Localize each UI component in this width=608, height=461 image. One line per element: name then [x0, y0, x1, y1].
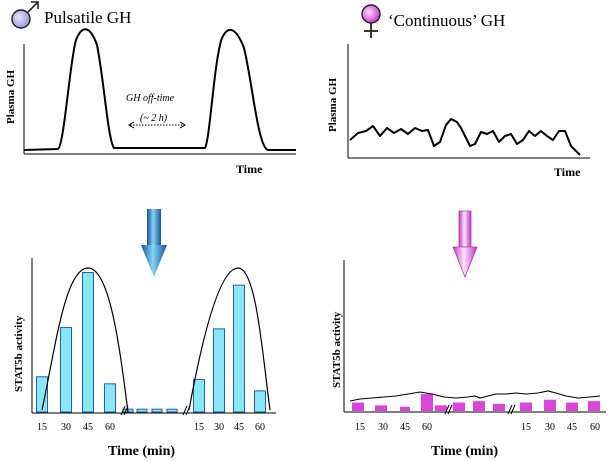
male-stat5b-envelope [41, 267, 129, 413]
gh-offtime-value: (~ 2 h) [140, 113, 168, 124]
male-bar [104, 383, 116, 413]
female-tick-60b: 60 [590, 422, 600, 433]
female-bar [493, 403, 505, 411]
female-bar [421, 394, 433, 411]
female-stat5b-plot: 15 30 45 60 15 30 45 60 STAT5b activity … [331, 260, 606, 459]
female-symbol-icon [361, 4, 381, 38]
male-bar [166, 408, 178, 413]
male-axis-break-left [120, 405, 129, 416]
male-plasma-x-label: Time [236, 162, 263, 176]
male-tick-60b: 60 [255, 422, 265, 433]
male-tick-30b: 30 [214, 422, 224, 433]
male-bar [60, 326, 72, 413]
female-bar [473, 401, 485, 411]
female-plasma-plot: Plasma GH Time [327, 44, 590, 179]
male-tick-45a: 45 [83, 422, 93, 433]
male-axis-break-right [182, 405, 191, 416]
male-tick-15b: 15 [194, 422, 204, 433]
male-tick-15a: 15 [37, 422, 47, 433]
male-tick-45b: 45 [234, 422, 244, 433]
male-tick-60a: 60 [105, 422, 115, 433]
female-plasma-y-label: Plasma GH [327, 77, 339, 132]
female-axis-break [444, 404, 453, 415]
female-tick-30a: 30 [378, 422, 388, 433]
male-bar [233, 284, 245, 413]
female-stat5b-y-label: STAT5b activity [331, 311, 343, 388]
female-plasma-curve [349, 118, 581, 156]
female-down-arrow [452, 210, 478, 279]
gh-offtime-label: GH off-time [126, 93, 175, 104]
male-panel-title: Pulsatile GH [44, 8, 131, 27]
male-down-arrow [141, 209, 167, 277]
female-bar [352, 402, 364, 411]
male-bar [213, 328, 225, 413]
male-plasma-y-label: Plasma GH [5, 69, 17, 124]
female-tick-15b: 15 [521, 422, 531, 433]
male-stat5b-x-label: Time (min) [108, 444, 175, 459]
female-panel-title: ‘Continuous’ GH [388, 11, 505, 30]
female-bar [453, 402, 465, 411]
female-bar [588, 401, 600, 411]
female-bar [520, 402, 532, 411]
female-tick-60a: 60 [422, 422, 432, 433]
male-plasma-curve [23, 28, 296, 151]
male-stat5b-plot: 15 30 45 60 15 30 45 60 STAT5b activity … [13, 258, 276, 459]
female-stat5b-envelope [349, 390, 601, 402]
male-bar [151, 408, 163, 413]
female-tick-15a: 15 [355, 422, 365, 433]
male-plasma-plot: GH off-time (~ 2 h) Plasma GH Time [5, 28, 296, 176]
female-axis-break-2 [507, 404, 516, 415]
female-bar [566, 402, 578, 411]
female-tick-30b: 30 [545, 422, 555, 433]
male-bar [254, 390, 266, 413]
male-symbol-icon [11, 1, 39, 29]
male-stat5b-envelope-2 [188, 267, 271, 411]
male-bar [36, 376, 48, 413]
male-stat5b-y-label: STAT5b activity [13, 315, 25, 392]
female-bar [544, 399, 556, 411]
male-bar [82, 272, 94, 413]
male-bar [193, 379, 205, 413]
female-bar [435, 405, 447, 411]
female-tick-45a: 45 [400, 422, 410, 433]
female-bar [400, 406, 410, 411]
female-stat5b-x-label: Time (min) [431, 444, 498, 459]
male-tick-30a: 30 [61, 422, 71, 433]
female-plasma-x-label: Time [554, 165, 581, 179]
female-tick-45b: 45 [567, 422, 577, 433]
female-bar [375, 405, 387, 411]
male-bar [136, 408, 148, 413]
